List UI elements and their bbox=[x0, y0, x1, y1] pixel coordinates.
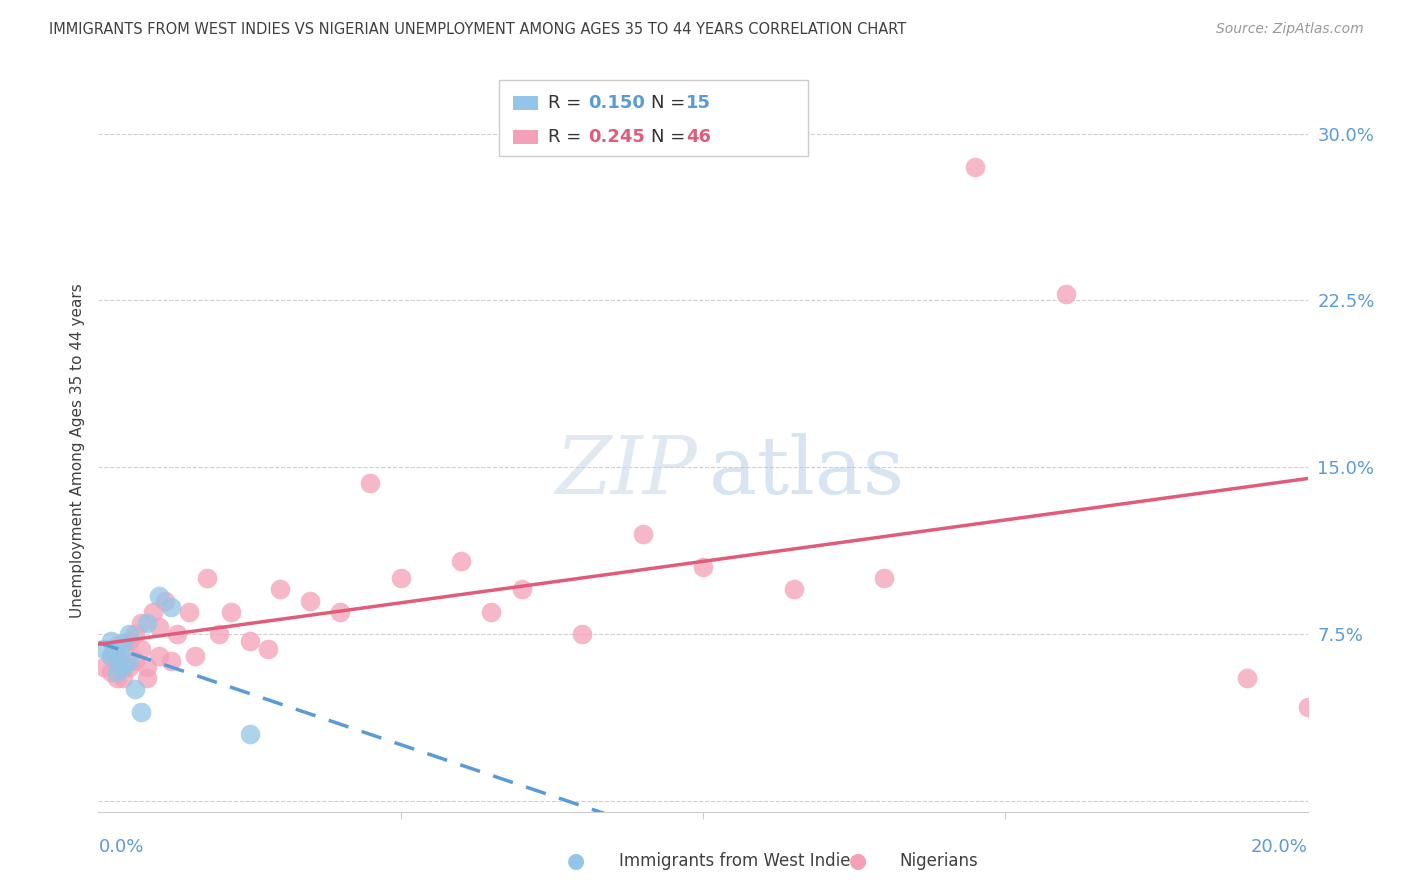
Text: 20.0%: 20.0% bbox=[1251, 838, 1308, 856]
Point bbox=[510, 582, 533, 597]
Text: Nigerians: Nigerians bbox=[900, 852, 979, 870]
Point bbox=[221, 605, 243, 619]
Point bbox=[118, 627, 141, 641]
Point bbox=[129, 615, 152, 630]
Point bbox=[118, 633, 141, 648]
Point bbox=[135, 615, 157, 630]
Text: ZIP: ZIP bbox=[555, 434, 697, 511]
Point bbox=[179, 605, 201, 619]
Point bbox=[329, 605, 352, 619]
Point bbox=[111, 636, 134, 650]
Point bbox=[118, 660, 141, 674]
Text: 0.0%: 0.0% bbox=[98, 838, 143, 856]
Y-axis label: Unemployment Among Ages 35 to 44 years: Unemployment Among Ages 35 to 44 years bbox=[69, 283, 84, 618]
Point bbox=[93, 660, 115, 674]
Point bbox=[360, 475, 382, 490]
Point bbox=[129, 642, 152, 657]
Point bbox=[166, 627, 188, 641]
Point bbox=[571, 627, 593, 641]
Point bbox=[135, 671, 157, 685]
Text: ●: ● bbox=[849, 851, 866, 871]
Point bbox=[299, 593, 322, 607]
Point bbox=[160, 654, 183, 668]
Point bbox=[184, 649, 207, 664]
Point bbox=[105, 671, 128, 685]
Point bbox=[93, 642, 115, 657]
Text: 15: 15 bbox=[686, 94, 711, 112]
Point bbox=[269, 582, 291, 597]
Text: ●: ● bbox=[568, 851, 585, 871]
Point bbox=[1296, 700, 1319, 714]
Point bbox=[239, 633, 262, 648]
Point bbox=[692, 560, 714, 574]
Point bbox=[105, 645, 128, 659]
Point bbox=[389, 571, 412, 585]
Point bbox=[160, 600, 183, 615]
Point bbox=[481, 605, 503, 619]
Point bbox=[100, 649, 122, 664]
Point bbox=[100, 649, 122, 664]
Text: Source: ZipAtlas.com: Source: ZipAtlas.com bbox=[1216, 22, 1364, 37]
Point bbox=[111, 660, 134, 674]
Point bbox=[1236, 671, 1258, 685]
Text: 46: 46 bbox=[686, 128, 711, 146]
Point bbox=[111, 671, 134, 685]
Text: N =: N = bbox=[651, 94, 690, 112]
Text: R =: R = bbox=[548, 94, 588, 112]
Point bbox=[148, 589, 170, 603]
Point bbox=[100, 633, 122, 648]
Point bbox=[873, 571, 896, 585]
Point bbox=[148, 649, 170, 664]
Text: N =: N = bbox=[651, 128, 690, 146]
Point bbox=[142, 605, 165, 619]
Text: IMMIGRANTS FROM WEST INDIES VS NIGERIAN UNEMPLOYMENT AMONG AGES 35 TO 44 YEARS C: IMMIGRANTS FROM WEST INDIES VS NIGERIAN … bbox=[49, 22, 907, 37]
Point bbox=[256, 642, 278, 657]
Text: Immigrants from West Indies: Immigrants from West Indies bbox=[619, 852, 859, 870]
Point bbox=[148, 620, 170, 634]
Point bbox=[118, 654, 141, 668]
Point bbox=[100, 665, 122, 679]
Text: 0.150: 0.150 bbox=[588, 94, 644, 112]
Point bbox=[1054, 286, 1077, 301]
Point bbox=[965, 160, 987, 174]
Text: R =: R = bbox=[548, 128, 588, 146]
Point bbox=[105, 638, 128, 652]
Point bbox=[124, 627, 146, 641]
Point bbox=[450, 553, 472, 567]
Point bbox=[783, 582, 806, 597]
Point bbox=[124, 654, 146, 668]
Point bbox=[195, 571, 218, 585]
Point bbox=[129, 705, 152, 719]
Point bbox=[124, 682, 146, 697]
Point bbox=[105, 654, 128, 668]
Point bbox=[631, 526, 654, 541]
Text: 0.245: 0.245 bbox=[588, 128, 644, 146]
Point bbox=[153, 593, 176, 607]
Point bbox=[135, 660, 157, 674]
Point bbox=[111, 642, 134, 657]
Point bbox=[208, 627, 231, 641]
Point bbox=[239, 727, 262, 741]
Text: atlas: atlas bbox=[709, 434, 904, 511]
Point bbox=[105, 665, 128, 679]
